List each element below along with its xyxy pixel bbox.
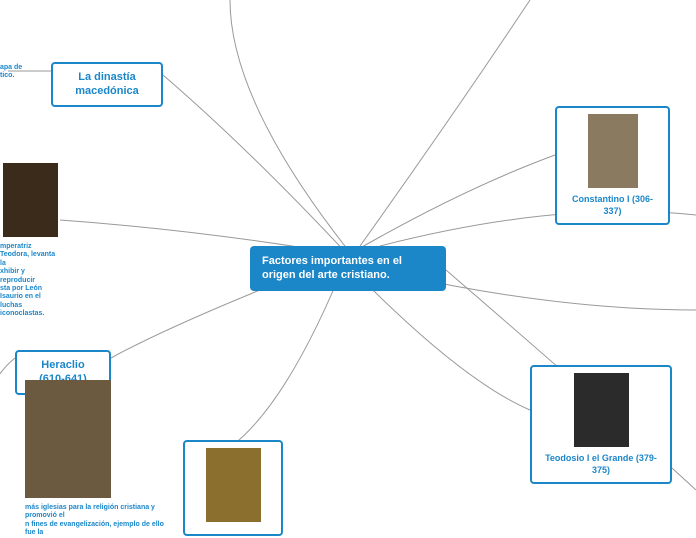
- iglesia-caption: más iglesias para la religión cristiana …: [25, 504, 175, 538]
- mapa-snippet: apa de tico.: [0, 64, 22, 81]
- node-constantino[interactable]: Constantino I (306-337): [555, 106, 670, 225]
- node-teodora[interactable]: mperatriz Teodora, levanta la xhibir y r…: [0, 163, 60, 319]
- teodosio-image: [574, 373, 629, 447]
- justiniano-image: [206, 448, 261, 522]
- teodora-caption: mperatriz Teodora, levanta la xhibir y r…: [0, 243, 60, 319]
- teodora-image: [3, 163, 58, 237]
- iglesia-image: [25, 380, 111, 498]
- constantino-image: [588, 114, 638, 188]
- teodosio-label: Teodosio I el Grande (379-375): [542, 453, 660, 476]
- node-teodosio[interactable]: Teodosio I el Grande (379-375): [530, 365, 672, 484]
- node-macedonica[interactable]: La dinastía macedónica: [51, 62, 163, 107]
- node-justiniano[interactable]: [183, 440, 283, 536]
- center-node[interactable]: Factores importantes en el origen del ar…: [250, 246, 446, 291]
- constantino-label: Constantino I (306-337): [567, 194, 658, 217]
- node-iglesia[interactable]: más iglesias para la religión cristiana …: [25, 380, 111, 538]
